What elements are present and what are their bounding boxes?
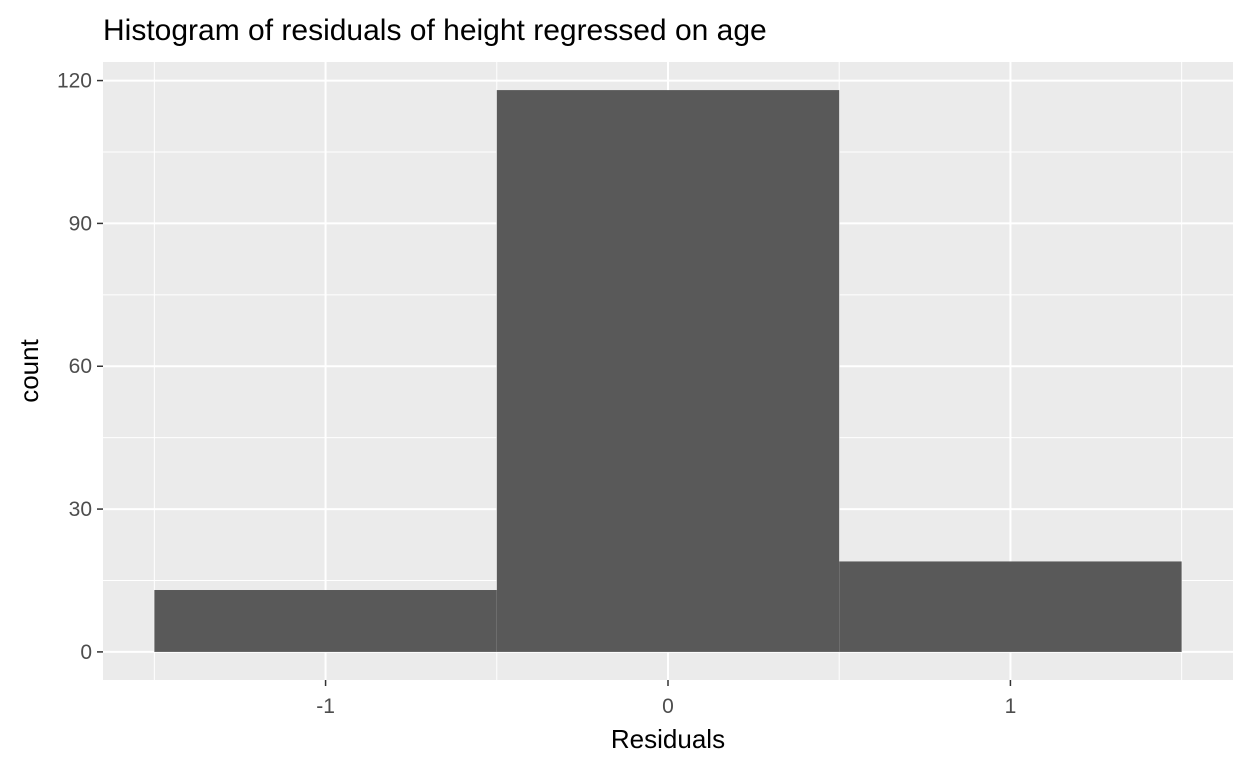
y-tick-label: 60 (69, 355, 92, 378)
y-axis-ticks: 0 30 60 90 120 (57, 70, 103, 664)
histogram-bar (839, 561, 1182, 652)
y-axis-title: count (14, 338, 44, 402)
chart-title: Histogram of residuals of height regress… (103, 14, 767, 47)
histogram-bars (154, 90, 1182, 652)
y-tick-label: 120 (57, 70, 92, 93)
histogram-bar (496, 90, 840, 652)
x-tick-label: -1 (316, 695, 335, 718)
x-tick-label: 0 (662, 695, 674, 718)
y-tick-label: 30 (69, 498, 92, 521)
x-axis-title: Residuals (611, 724, 725, 754)
x-tick-label: 1 (1005, 695, 1017, 718)
histogram-bar (154, 590, 497, 652)
y-tick-label: 90 (69, 212, 92, 235)
y-tick-label: 0 (80, 641, 92, 664)
x-axis-ticks: -1 0 1 (316, 680, 1016, 718)
